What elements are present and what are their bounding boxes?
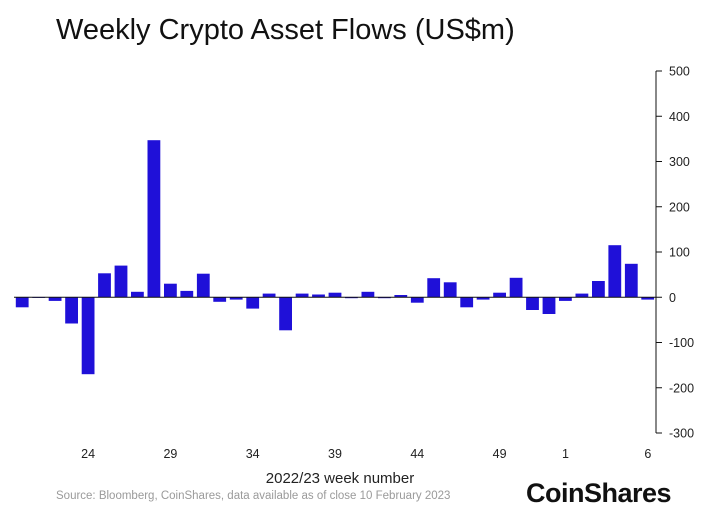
source-note: Source: Bloomberg, CoinShares, data avai… [56,490,451,502]
bar-week-1 [559,297,572,301]
bar-week-49 [493,292,506,298]
bar-week-36 [279,297,292,331]
bar-week-52 [542,297,556,314]
y-tick-label: 500 [669,65,690,79]
bar-week-38 [312,294,325,298]
bar-week-46 [443,282,457,298]
y-tick-label: -100 [669,336,694,350]
bar-week-48 [476,297,490,300]
bar-week-33 [229,297,243,300]
bar-week-28 [147,140,161,298]
bar-week-26 [114,265,128,298]
y-tick-label: 200 [669,200,690,214]
y-tick-label: -300 [669,427,694,441]
bar-week-4 [608,245,622,298]
bar-week-24 [81,297,95,375]
y-axis: 500 400 300 200 100 0 -100 -200 -300 [14,65,694,441]
x-tick-label: 39 [328,447,342,461]
x-tick-label: 49 [493,447,507,461]
bar-week-3 [592,281,605,298]
y-tick-label: -200 [669,381,694,395]
bar-week-25 [98,273,111,298]
bar-week-29 [164,283,177,298]
bar-week-6 [641,297,655,300]
bars-group [15,140,655,375]
bar-week-32 [213,297,227,302]
bar-week-51 [526,297,539,310]
x-tick-label: 1 [562,447,569,461]
bar-week-35 [262,293,276,298]
bar-week-47 [460,297,474,308]
bar-week-37 [295,293,309,298]
bar-week-41 [361,291,375,298]
y-tick-label: 0 [669,291,676,305]
x-tick-label: 29 [163,447,177,461]
chart-title: Weekly Crypto Asset Flows (US$m) [56,14,515,46]
x-axis: 24 29 34 39 44 49 1 6 [81,447,651,461]
bar-week-20 [15,297,29,308]
x-tick-label: 44 [410,447,424,461]
bar-week-31 [196,273,210,298]
x-axis-label: 2022/23 week number [265,470,415,487]
y-tick-label: 300 [669,155,690,169]
bar-week-39 [328,292,342,298]
bar-week-5 [624,263,638,298]
y-tick-label: 400 [669,110,690,124]
bar-week-22 [48,297,62,301]
x-tick-label: 34 [246,447,260,461]
bar-week-43 [394,295,408,298]
bar-week-45 [427,278,441,298]
bar-week-23 [65,297,78,324]
bar-week-30 [180,290,194,298]
bar-week-27 [131,291,144,298]
coinshares-logo: CoinShares [526,478,672,508]
x-tick-label: 6 [644,447,651,461]
x-tick-label: 24 [81,447,95,461]
bar-week-34 [246,297,260,309]
bar-week-44 [410,297,424,303]
bar-week-2 [575,293,589,298]
bar-week-50 [509,277,523,298]
y-tick-label: 100 [669,246,690,260]
